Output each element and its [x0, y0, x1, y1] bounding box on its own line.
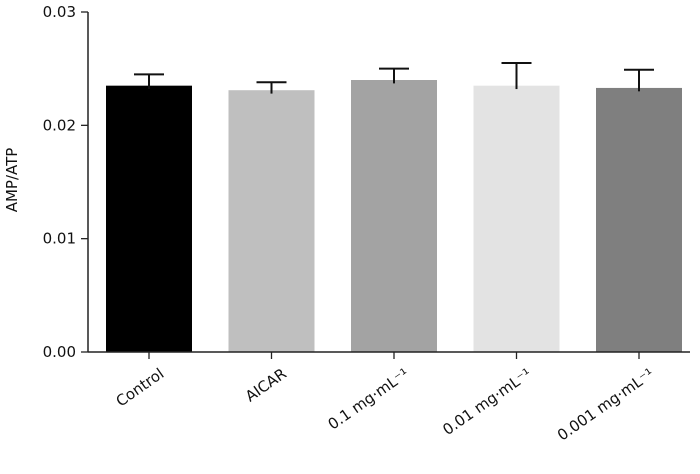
bars: [106, 80, 682, 353]
y-tick-label: 0.01: [43, 230, 76, 248]
y-axis-label: AMP/ATP: [3, 148, 21, 213]
error-bars: [134, 62, 654, 359]
y-tick-label: 0.00: [43, 343, 76, 361]
bar: [106, 85, 192, 353]
x-category-label: 0.01 mg·mL⁻¹: [439, 365, 534, 439]
axes: [87, 12, 690, 353]
bar: [228, 90, 315, 352]
x-category-label: AICAR: [242, 365, 290, 406]
bar: [473, 85, 560, 353]
y-axis-ticks: 0.00 0.01 0.02 0.03: [43, 3, 88, 361]
bar: [596, 87, 682, 352]
bar: [351, 80, 437, 352]
x-category-label: 0.001 mg·mL⁻¹: [554, 365, 657, 445]
x-axis-category-labels: Control AICAR 0.1 mg·mL⁻¹ 0.01 mg·mL⁻¹ 0.001…: [113, 365, 658, 445]
y-tick-label: 0.03: [43, 3, 76, 21]
y-tick-label: 0.02: [43, 116, 76, 134]
x-category-label: 0.1 mg·mL⁻¹: [325, 365, 413, 434]
x-category-label: Control: [113, 365, 168, 411]
